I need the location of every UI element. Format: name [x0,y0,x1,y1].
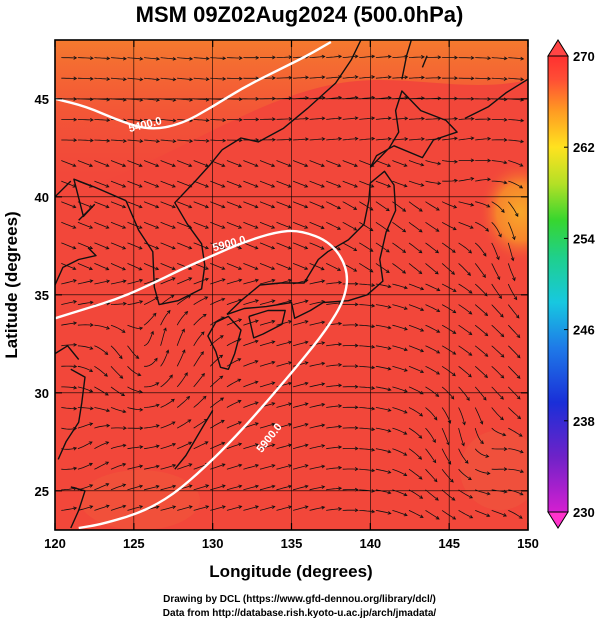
wind-vectors [61,54,525,520]
x-tick-label: 135 [281,536,303,551]
coastline [57,368,86,460]
colorbar-tick-label: 246 [573,323,595,338]
x-tick-label: 130 [202,536,224,551]
x-tick-label: 145 [438,536,460,551]
coastlines [55,40,528,529]
wind-arrow-set [61,54,525,520]
coastline [70,486,86,529]
footer-credit-drawing: Drawing by DCL (https://www.gfd-dennou.o… [163,594,436,605]
coastline [401,40,412,80]
x-tick-label: 150 [517,536,539,551]
coastline [248,309,286,339]
colorbar-min-triangle [547,511,569,529]
colorbar-gradient [547,55,569,513]
coastline [55,180,72,198]
y-tick-label: 35 [35,288,49,303]
coastline [55,247,97,286]
coastline [207,315,242,370]
y-tick-label: 45 [35,92,49,107]
coastline [73,178,127,221]
coastline [221,40,362,151]
warm-patch-south [80,470,200,530]
coastline [421,55,428,68]
colorbar-tick-label: 230 [573,505,595,520]
contour-line [55,229,349,530]
warm-region-north [55,40,528,200]
colorbar-ticks: 270 262 254 246 238 230 [564,49,595,520]
coastline [226,170,397,319]
coastline [369,90,458,168]
colorbar-tick-label: 254 [573,231,595,246]
axis-ticks: 120 125 130 135 140 145 150 25 30 35 40 45 [35,40,539,551]
coastline [55,345,80,360]
y-axis-label: Latitude (degrees) [2,211,21,358]
x-tick-label: 125 [123,536,145,551]
y-tick-label: 25 [35,484,49,499]
colorbar-tick-label: 262 [573,140,595,155]
x-axis-label: Longitude (degrees) [209,562,372,581]
x-tick-label: 120 [44,536,66,551]
map-title: MSM 09Z02Aug2024 (500.0hPa) [135,2,464,27]
coastline [464,78,528,120]
coastline [125,149,223,306]
contour-line [55,40,332,130]
x-tick-label: 140 [359,536,381,551]
colorbar: 270 262 254 246 238 230 [547,39,595,529]
y-tick-label: 40 [35,190,49,205]
coastline [174,410,214,470]
colorbar-max-triangle [547,39,569,57]
colorbar-tick-label: 238 [573,414,595,429]
footer-credit-data: Data from http://database.rish.kyoto-u.a… [162,608,437,619]
colorbar-tick-label: 270 [573,49,595,64]
y-tick-label: 30 [35,386,49,401]
